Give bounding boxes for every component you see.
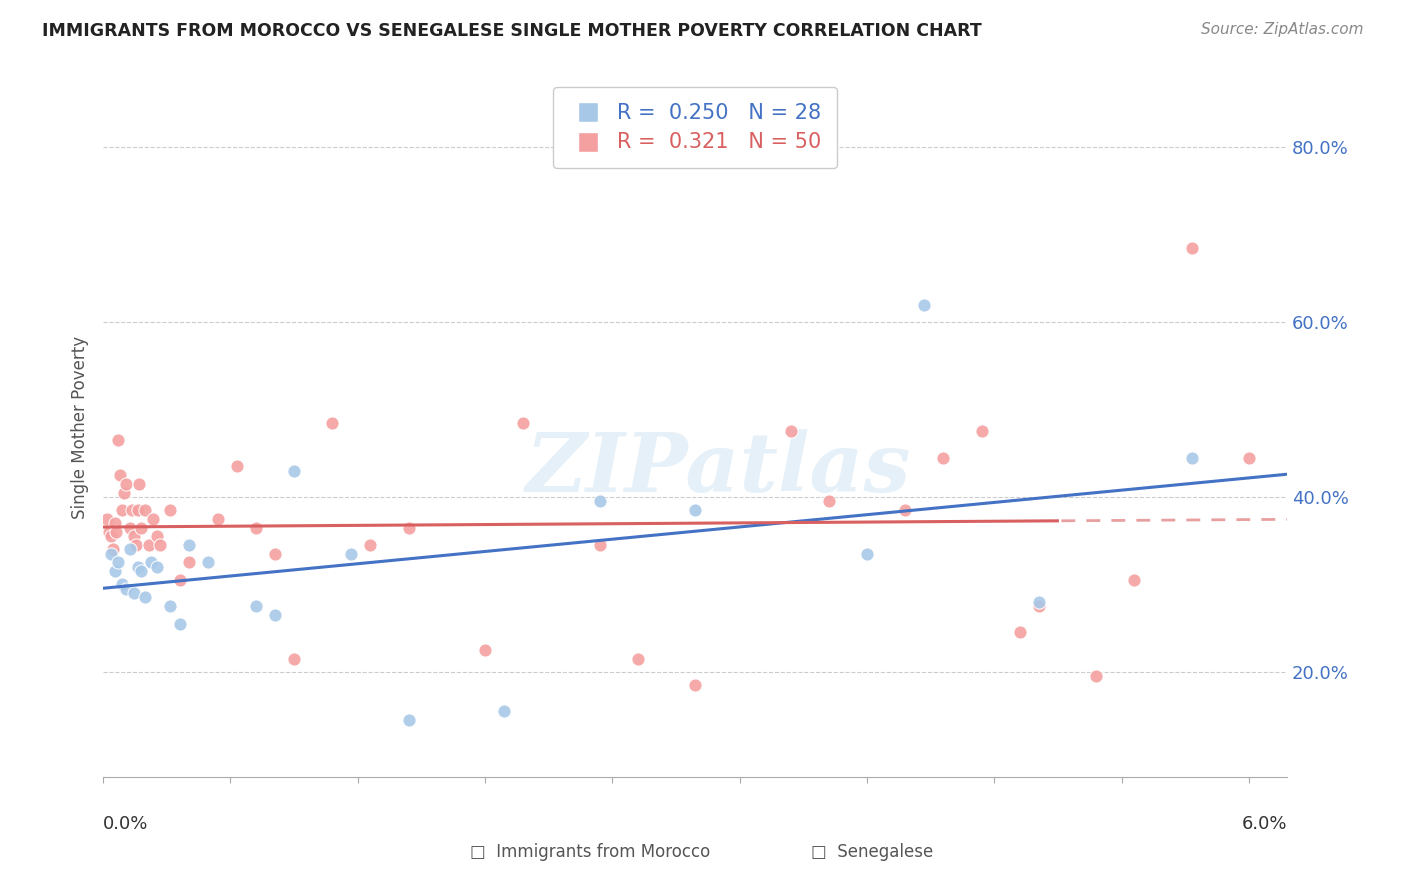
Point — [321, 416, 343, 430]
Point — [122, 529, 145, 543]
Point — [96, 512, 118, 526]
Text: 0.0%: 0.0% — [103, 815, 149, 833]
Point — [1028, 595, 1050, 609]
Point — [128, 476, 150, 491]
Point — [283, 464, 305, 478]
Text: IMMIGRANTS FROM MOROCCO VS SENEGALESE SINGLE MOTHER POVERTY CORRELATION CHART: IMMIGRANTS FROM MOROCCO VS SENEGALESE SI… — [42, 22, 981, 40]
Point — [359, 538, 381, 552]
Point — [127, 503, 149, 517]
Point — [512, 416, 534, 430]
Point — [1123, 573, 1146, 587]
Point — [494, 704, 516, 718]
Point — [283, 651, 305, 665]
Point — [588, 538, 610, 552]
Text: □  Senegalese: □ Senegalese — [811, 843, 932, 861]
Point — [1008, 625, 1031, 640]
Point — [340, 547, 363, 561]
Point — [177, 538, 200, 552]
Text: □  Immigrants from Morocco: □ Immigrants from Morocco — [471, 843, 710, 861]
Point — [134, 503, 156, 517]
Point — [115, 476, 138, 491]
Point — [197, 556, 219, 570]
Point — [264, 547, 287, 561]
Point — [225, 459, 247, 474]
Point — [100, 547, 122, 561]
Point — [817, 494, 839, 508]
Point — [111, 503, 134, 517]
Point — [107, 556, 129, 570]
Point — [118, 542, 141, 557]
Point — [1181, 450, 1204, 465]
Point — [100, 529, 122, 543]
Point — [112, 485, 135, 500]
Point — [107, 433, 129, 447]
Point — [588, 494, 610, 508]
Point — [177, 556, 200, 570]
Point — [115, 582, 138, 596]
Point — [145, 560, 167, 574]
Point — [627, 651, 650, 665]
Point — [124, 538, 146, 552]
Point — [131, 520, 153, 534]
Point — [970, 425, 993, 439]
Point — [105, 524, 128, 539]
Point — [683, 678, 706, 692]
Point — [103, 564, 125, 578]
Legend: R =  0.250   N = 28, R =  0.321   N = 50: R = 0.250 N = 28, R = 0.321 N = 50 — [553, 87, 837, 168]
Point — [159, 503, 181, 517]
Point — [1237, 450, 1260, 465]
Point — [118, 520, 141, 534]
Point — [912, 298, 935, 312]
Point — [779, 425, 801, 439]
Point — [131, 564, 153, 578]
Point — [1181, 241, 1204, 255]
Point — [398, 713, 420, 727]
Point — [264, 607, 287, 622]
Point — [169, 573, 191, 587]
Point — [398, 520, 420, 534]
Point — [683, 503, 706, 517]
Point — [138, 538, 160, 552]
Point — [1028, 599, 1050, 614]
Point — [127, 560, 149, 574]
Y-axis label: Single Mother Poverty: Single Mother Poverty — [72, 335, 89, 518]
Point — [474, 643, 496, 657]
Point — [894, 503, 917, 517]
Point — [101, 542, 124, 557]
Point — [932, 450, 955, 465]
Point — [122, 586, 145, 600]
Point — [145, 529, 167, 543]
Point — [139, 556, 162, 570]
Point — [103, 516, 125, 531]
Text: Source: ZipAtlas.com: Source: ZipAtlas.com — [1201, 22, 1364, 37]
Point — [97, 524, 120, 539]
Point — [169, 616, 191, 631]
Point — [134, 591, 156, 605]
Point — [121, 503, 143, 517]
Point — [149, 538, 172, 552]
Point — [245, 599, 267, 614]
Point — [111, 577, 134, 591]
Point — [159, 599, 181, 614]
Point — [245, 520, 267, 534]
Text: 6.0%: 6.0% — [1241, 815, 1286, 833]
Point — [856, 547, 879, 561]
Point — [110, 468, 132, 483]
Point — [1085, 669, 1108, 683]
Point — [142, 512, 165, 526]
Text: ZIPatlas: ZIPatlas — [526, 429, 911, 509]
Point — [207, 512, 229, 526]
